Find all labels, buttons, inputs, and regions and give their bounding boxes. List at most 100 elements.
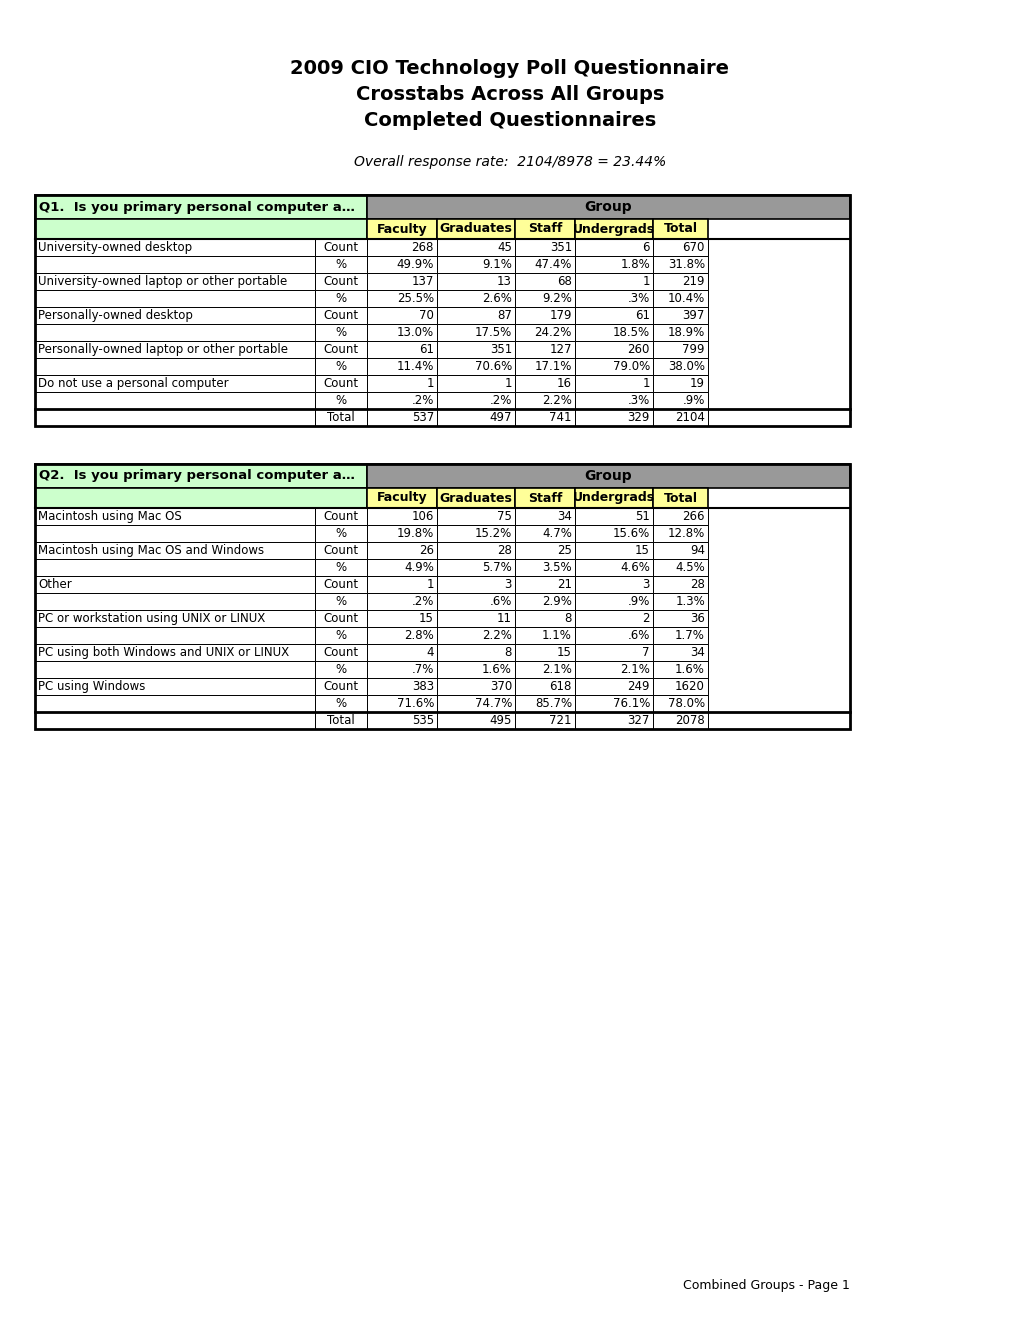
Bar	[436, 239, 515, 256]
Text: 19.8%: 19.8%	[396, 527, 433, 540]
Text: 75: 75	[496, 510, 512, 523]
Text: %: %	[335, 630, 346, 642]
Bar	[367, 696, 436, 711]
Text: Other: Other	[38, 578, 71, 591]
Bar	[515, 644, 575, 661]
Bar	[367, 219, 436, 239]
Text: %: %	[335, 595, 346, 609]
Bar	[35, 543, 315, 558]
Text: 4.7%: 4.7%	[541, 527, 572, 540]
Bar	[652, 290, 707, 308]
Bar	[515, 678, 575, 696]
Bar	[515, 358, 575, 375]
Bar	[35, 375, 315, 392]
Bar	[652, 644, 707, 661]
Bar	[315, 290, 367, 308]
Bar	[436, 627, 515, 644]
Text: 49.9%: 49.9%	[396, 257, 433, 271]
Bar	[367, 627, 436, 644]
Text: 28: 28	[690, 578, 704, 591]
Bar	[315, 308, 367, 323]
Text: 36: 36	[690, 612, 704, 624]
Text: Q2.  Is you primary personal computer a…: Q2. Is you primary personal computer a…	[39, 470, 355, 483]
Bar	[575, 239, 652, 256]
Bar	[367, 711, 436, 729]
Bar	[315, 610, 367, 627]
Bar	[315, 239, 367, 256]
Bar	[367, 508, 436, 525]
Bar	[367, 375, 436, 392]
Bar	[652, 323, 707, 341]
Bar	[436, 696, 515, 711]
Text: 87: 87	[496, 309, 512, 322]
Bar	[436, 661, 515, 678]
Bar	[436, 610, 515, 627]
Text: Overall response rate:  2104/8978 = 23.44%: Overall response rate: 2104/8978 = 23.44…	[354, 154, 665, 169]
Text: 11: 11	[496, 612, 512, 624]
Text: 17.1%: 17.1%	[534, 360, 572, 374]
Bar	[652, 543, 707, 558]
Text: 1: 1	[642, 378, 649, 389]
Bar	[436, 308, 515, 323]
Text: 15: 15	[635, 544, 649, 557]
Bar	[315, 558, 367, 576]
Bar	[652, 508, 707, 525]
Text: 5.7%: 5.7%	[482, 561, 512, 574]
Bar	[436, 593, 515, 610]
Text: Do not use a personal computer: Do not use a personal computer	[38, 378, 228, 389]
Bar	[436, 525, 515, 543]
Text: 45: 45	[496, 242, 512, 253]
Text: 495: 495	[489, 714, 512, 727]
Text: .2%: .2%	[489, 393, 512, 407]
Bar	[575, 488, 652, 508]
Bar	[575, 525, 652, 543]
Text: 8: 8	[565, 612, 572, 624]
Bar	[436, 678, 515, 696]
Text: 61: 61	[419, 343, 433, 356]
Bar	[35, 308, 315, 323]
Bar	[35, 358, 315, 375]
Bar	[575, 508, 652, 525]
Text: Combined Groups - Page 1: Combined Groups - Page 1	[683, 1279, 849, 1291]
Text: 13: 13	[496, 275, 512, 288]
Text: 351: 351	[549, 242, 572, 253]
Bar	[436, 543, 515, 558]
Bar	[315, 696, 367, 711]
Bar	[35, 323, 315, 341]
Text: Total: Total	[662, 491, 697, 504]
Bar	[515, 256, 575, 273]
Text: 28: 28	[496, 544, 512, 557]
Text: 74.7%: 74.7%	[474, 697, 512, 710]
Text: 106: 106	[412, 510, 433, 523]
Text: .2%: .2%	[412, 595, 433, 609]
Bar	[35, 525, 315, 543]
Text: 25.5%: 25.5%	[396, 292, 433, 305]
Text: 268: 268	[412, 242, 433, 253]
Text: 179: 179	[549, 309, 572, 322]
Bar	[575, 290, 652, 308]
Text: Graduates: Graduates	[439, 223, 512, 235]
Bar	[652, 661, 707, 678]
Bar	[35, 273, 315, 290]
Bar	[315, 627, 367, 644]
Text: Count: Count	[323, 578, 359, 591]
Bar	[575, 593, 652, 610]
Text: .6%: .6%	[627, 630, 649, 642]
Bar	[652, 308, 707, 323]
Bar	[575, 358, 652, 375]
Text: 1: 1	[642, 275, 649, 288]
Text: 79.0%: 79.0%	[612, 360, 649, 374]
Text: 2078: 2078	[675, 714, 704, 727]
Bar	[367, 358, 436, 375]
Bar	[367, 543, 436, 558]
Text: 741: 741	[549, 411, 572, 424]
Text: 70.6%: 70.6%	[474, 360, 512, 374]
Bar	[652, 239, 707, 256]
Text: 497: 497	[489, 411, 512, 424]
Bar	[515, 627, 575, 644]
Text: Count: Count	[323, 275, 359, 288]
Bar	[367, 678, 436, 696]
Text: 370: 370	[489, 680, 512, 693]
Bar	[367, 661, 436, 678]
Bar	[367, 558, 436, 576]
